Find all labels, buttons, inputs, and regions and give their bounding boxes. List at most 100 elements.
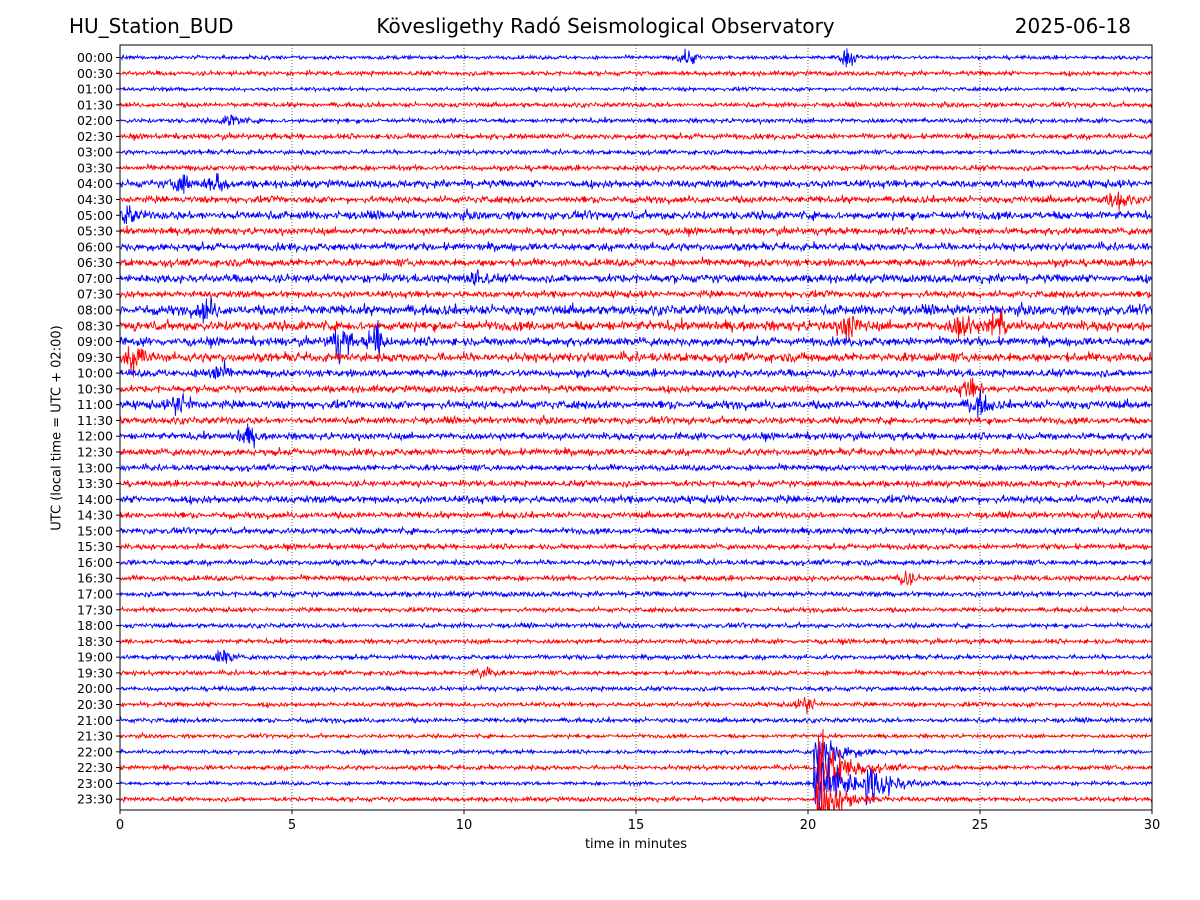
x-tick-label: 30: [1144, 818, 1161, 833]
y-tick-label: 00:30: [77, 66, 113, 81]
station-title: HU_Station_BUD: [69, 14, 234, 38]
y-tick-label: 15:30: [77, 539, 113, 554]
trace-0230: [120, 131, 1152, 142]
y-tick-label: 18:00: [77, 618, 113, 633]
trace-2200: [120, 740, 1152, 772]
x-tick-label: 25: [972, 818, 989, 833]
trace-1300: [120, 462, 1152, 473]
trace-0700: [120, 269, 1152, 286]
y-tick-label: 09:30: [77, 350, 113, 365]
trace-0100: [120, 85, 1152, 94]
x-grid: [291, 45, 981, 810]
observatory-title: Kövesligethy Radó Seismological Observat…: [376, 14, 835, 38]
trace-0530: [120, 225, 1152, 238]
trace-0730: [120, 289, 1152, 300]
y-tick-label: 02:00: [77, 113, 113, 128]
trace-1200: [120, 423, 1152, 449]
x-ticks: 0 5 10 15 20 25 30: [116, 810, 1160, 833]
y-tick-label: 07:30: [77, 287, 113, 302]
trace-1430: [120, 509, 1152, 521]
x-axis-label: time in minutes: [584, 837, 688, 852]
y-tick-label: 04:00: [77, 176, 113, 191]
y-tick-label: 17:30: [77, 602, 113, 617]
y-tick-label: 10:00: [77, 366, 113, 381]
trace-0600: [120, 241, 1152, 254]
y-tick-label: 14:30: [77, 508, 113, 523]
y-ticks: 00:0000:3001:0001:3002:0002:3003:0003:30…: [77, 50, 120, 807]
y-tick-label: 05:30: [77, 224, 113, 239]
y-tick-label: 10:30: [77, 381, 113, 396]
y-tick-label: 09:00: [77, 334, 113, 349]
trace-1800: [120, 620, 1152, 631]
y-tick-label: 20:00: [77, 681, 113, 696]
y-tick-label: 08:30: [77, 318, 113, 333]
trace-1230: [120, 446, 1152, 458]
y-tick-label: 16:30: [77, 571, 113, 586]
y-tick-label: 00:00: [77, 50, 113, 65]
y-tick-label: 02:30: [77, 129, 113, 144]
trace-0200: [120, 114, 1152, 126]
y-tick-label: 23:00: [77, 776, 113, 791]
trace-0300: [120, 147, 1152, 157]
y-tick-label: 21:30: [77, 729, 113, 744]
y-tick-label: 12:30: [77, 445, 113, 460]
trace-1700: [120, 589, 1152, 599]
y-tick-label: 07:00: [77, 271, 113, 286]
trace-1630: [120, 570, 1152, 586]
y-tick-label: 22:30: [77, 760, 113, 775]
trace-2230: [120, 728, 1152, 793]
trace-0930: [120, 346, 1152, 378]
trace-1600: [120, 557, 1152, 568]
trace-1130: [120, 414, 1152, 426]
trace-2330: [120, 774, 1152, 810]
y-tick-label: 03:00: [77, 145, 113, 160]
trace-1100: [120, 389, 1152, 418]
y-tick-label: 20:30: [77, 697, 113, 712]
trace-1030: [120, 377, 1152, 398]
trace-0400: [120, 173, 1152, 194]
trace-2100: [120, 715, 1152, 725]
y-tick-label: 19:30: [77, 665, 113, 680]
trace-0030: [120, 68, 1152, 78]
y-tick-label: 17:00: [77, 587, 113, 602]
y-tick-label: 12:00: [77, 429, 113, 444]
trace-1930: [120, 666, 1152, 680]
y-tick-label: 15:00: [77, 523, 113, 538]
trace-0900: [120, 319, 1152, 365]
trace-2030: [120, 696, 1152, 714]
trace-2130: [120, 731, 1152, 741]
trace-1500: [120, 525, 1152, 536]
traces: [120, 48, 1152, 810]
y-tick-label: 21:00: [77, 713, 113, 728]
trace-0330: [120, 163, 1152, 173]
x-tick-label: 15: [628, 818, 645, 833]
y-tick-label: 22:00: [77, 744, 113, 759]
trace-1830: [120, 636, 1152, 647]
trace-0500: [120, 205, 1152, 224]
y-tick-label: 13:00: [77, 460, 113, 475]
trace-1330: [120, 478, 1152, 490]
y-tick-label: 06:30: [77, 255, 113, 270]
y-tick-label: 06:00: [77, 239, 113, 254]
y-tick-label: 08:00: [77, 302, 113, 317]
date-title: 2025-06-18: [1014, 14, 1131, 38]
y-tick-label: 18:30: [77, 634, 113, 649]
trace-0630: [120, 256, 1152, 269]
y-tick-label: 11:30: [77, 413, 113, 428]
y-tick-label: 19:00: [77, 650, 113, 665]
y-tick-label: 14:00: [77, 492, 113, 507]
trace-1730: [120, 605, 1152, 615]
y-tick-label: 04:30: [77, 192, 113, 207]
trace-0430: [120, 191, 1152, 211]
x-tick-label: 10: [456, 818, 473, 833]
trace-2300: [120, 749, 1152, 810]
x-tick-label: 0: [116, 818, 124, 833]
trace-0830: [120, 309, 1152, 341]
y-tick-label: 01:30: [77, 97, 113, 112]
trace-1530: [120, 541, 1152, 552]
y-tick-label: 16:00: [77, 555, 113, 570]
trace-0800: [120, 297, 1152, 324]
y-axis-label: UTC (local time = UTC + 02:00): [49, 325, 65, 531]
x-tick-label: 5: [288, 818, 296, 833]
